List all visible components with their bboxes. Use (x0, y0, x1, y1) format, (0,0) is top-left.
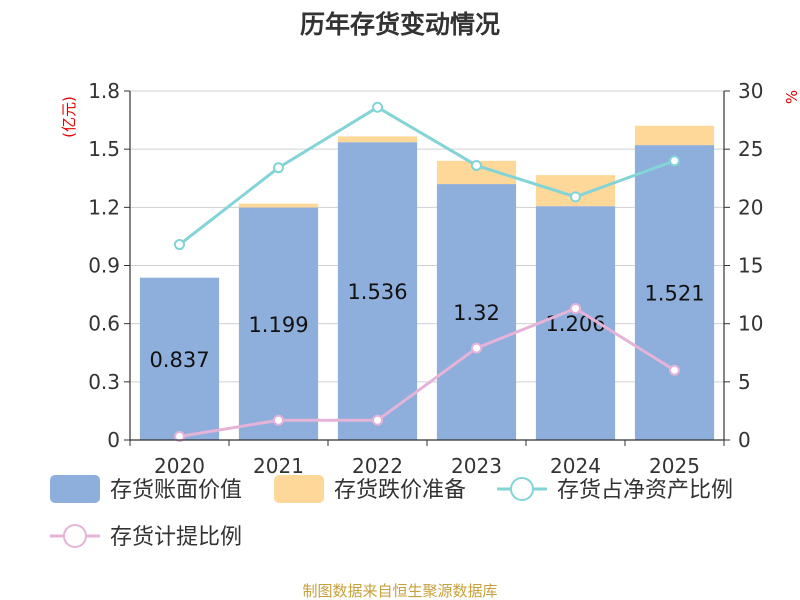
legend-swatch (50, 475, 100, 503)
right-tick-label: 5 (738, 370, 751, 394)
chart-title: 历年存货变动情况 (300, 10, 500, 39)
line-point (471, 159, 482, 171)
line-point (570, 303, 581, 315)
bar-book-value (436, 184, 517, 440)
line-point (669, 364, 680, 376)
bar-impairment (337, 136, 418, 143)
legend-label: 存货账面价值 (110, 478, 242, 503)
bar-value-label: 0.837 (149, 348, 209, 372)
left-tick-label: 0 (107, 428, 120, 452)
bar-book-value (634, 145, 715, 440)
line-point (570, 191, 581, 203)
bar-book-value (139, 277, 220, 440)
line-point (174, 431, 185, 443)
right-tick-label: 20 (738, 195, 763, 219)
bar-book-value (337, 142, 418, 441)
legend-label: 存货占净资产比例 (557, 478, 733, 503)
left-tick-label: 1.8 (88, 79, 120, 103)
bar-value-label: 1.199 (248, 313, 308, 337)
bar-book-value (535, 206, 616, 440)
bar-impairment (634, 125, 715, 146)
x-tick-label: 2023 (451, 454, 502, 478)
bar-value-label: 1.536 (347, 280, 407, 304)
x-tick-label: 2021 (253, 454, 304, 478)
right-tick-label: 10 (738, 312, 763, 336)
left-tick-label: 0.6 (88, 312, 120, 336)
data-source: 制图数据来自恒生聚源数据库 (302, 582, 497, 600)
line-point (273, 414, 284, 426)
line-provision-ratio (179, 306, 676, 438)
line-net-asset-ratio (178, 105, 676, 246)
legend-label: 存货计提比例 (110, 525, 242, 550)
x-tick-label: 2020 (154, 454, 205, 478)
left-axis-unit: (亿元) (60, 96, 78, 138)
bar-book-value (238, 207, 319, 440)
bar-impairment (436, 160, 517, 185)
line-point (372, 414, 383, 426)
left-tick-label: 1.5 (88, 137, 120, 161)
legend-label: 存货跌价准备 (334, 478, 466, 503)
right-axis-unit: % (783, 90, 800, 104)
line-point (669, 155, 680, 167)
line-point (372, 101, 383, 113)
right-tick-label: 25 (738, 137, 763, 161)
line-point (174, 239, 185, 251)
bar-impairment (238, 203, 319, 208)
lines (174, 101, 680, 443)
line-point (471, 342, 482, 354)
right-tick-label: 0 (738, 428, 751, 452)
left-tick-label: 0.3 (88, 370, 120, 394)
bar-value-label: 1.32 (453, 301, 500, 325)
legend-marker (510, 477, 534, 501)
x-tick-label: 2022 (352, 454, 403, 478)
right-tick-label: 15 (738, 254, 763, 278)
line-point (273, 162, 284, 174)
x-tick-label: 2025 (649, 454, 700, 478)
legend-marker (63, 524, 87, 548)
right-tick-label: 30 (738, 79, 763, 103)
legend-swatch (274, 475, 324, 503)
x-tick-label: 2024 (550, 454, 601, 478)
left-tick-label: 0.9 (88, 254, 120, 278)
bar-value-label: 1.521 (644, 282, 704, 306)
left-tick-label: 1.2 (88, 195, 120, 219)
